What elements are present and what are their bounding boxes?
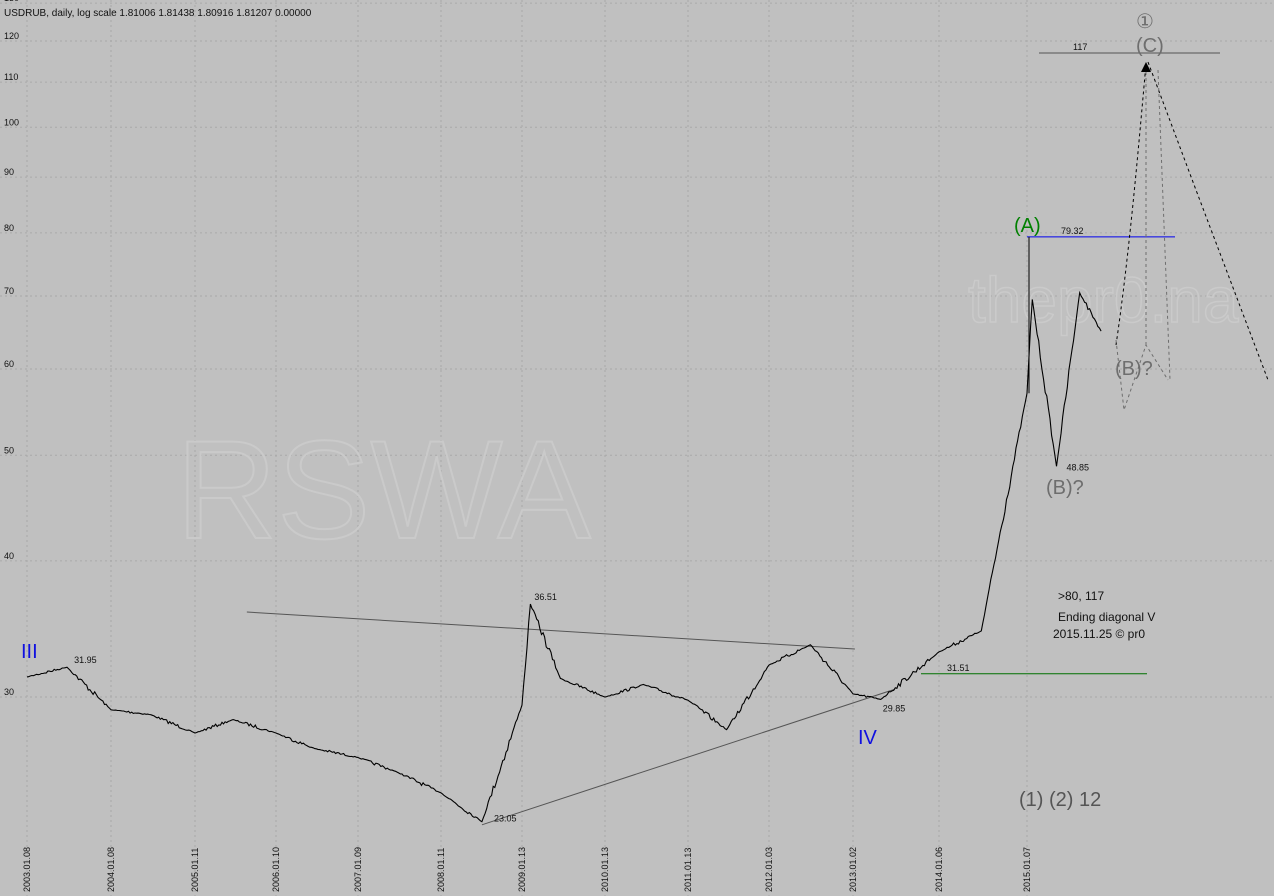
x-tick-label: 2012.01.03: [764, 847, 774, 892]
arrowhead-up: [1141, 62, 1151, 72]
trendlines: [246, 611, 896, 826]
wave-projections: [1115, 61, 1269, 411]
x-tick-label: 2006.01.10: [271, 847, 281, 892]
wave-label-a: (A): [1014, 215, 1041, 237]
point-label: 29.85: [883, 703, 906, 713]
y-tick-label: 130: [4, 0, 19, 3]
y-tick-label: 120: [4, 31, 19, 41]
y-tick-label: 110: [4, 72, 18, 82]
x-tick-label: 2015.01.07: [1022, 847, 1032, 892]
price-line: [26, 290, 1102, 823]
x-tick-label: 2010.01.13: [600, 847, 610, 892]
lower-trendline: [481, 688, 896, 826]
y-tick-label: 60: [4, 359, 14, 369]
watermark-rswa: RSWA: [176, 411, 591, 568]
wave-label-b-low: (B)?: [1046, 477, 1084, 499]
x-axis-ticks: 2003.01.08 2004.01.08 2005.01.11 2006.01.10…: [22, 847, 1032, 892]
y-tick-label: 100: [4, 117, 19, 127]
x-tick-label: 2004.01.08: [106, 847, 116, 892]
point-label: 48.85: [1066, 462, 1089, 472]
note-targets: >80, 117: [1058, 589, 1104, 603]
y-tick-label: 40: [4, 551, 14, 561]
wave-label-c: (C): [1136, 35, 1164, 57]
watermark-thepr0: thepr0.na: [968, 264, 1239, 336]
projection-up-black: [1115, 63, 1147, 346]
x-tick-label: 2014.01.06: [934, 847, 944, 892]
y-tick-label: 70: [4, 286, 14, 296]
level-label: 31.51: [947, 663, 970, 673]
y-tick-label: 30: [4, 687, 14, 697]
note-date: 2015.11.25 © pr0: [1053, 627, 1145, 641]
chart-title: USDRUB, daily, log scale 1.81006 1.81438…: [4, 8, 312, 19]
point-label: 36.51: [534, 592, 557, 602]
wave-label-iv: IV: [858, 727, 878, 749]
projection-down-black: [1147, 61, 1269, 381]
y-tick-label: 80: [4, 223, 14, 233]
note-pattern: Ending diagonal V: [1058, 610, 1155, 624]
x-tick-label: 2009.01.13: [517, 847, 527, 892]
y-tick-label: 50: [4, 445, 14, 455]
y-axis-ticks: 30 40 50 60 70 80 90 100 110 120 130: [4, 0, 19, 697]
upper-trendline: [246, 611, 855, 650]
projection-gray-down: [1157, 69, 1171, 381]
wave-label-iii: III: [21, 641, 38, 663]
point-label: 31.95: [74, 655, 97, 665]
x-tick-label: 2011.01.13: [683, 848, 693, 892]
x-tick-label: 2007.01.09: [353, 847, 363, 892]
projection-alt-gray: [1115, 339, 1169, 411]
level-label: 117: [1073, 42, 1087, 52]
price-levels: 117 79.32 31.51: [921, 42, 1220, 675]
x-tick-label: 2003.01.08: [22, 847, 32, 892]
x-tick-label: 2008.01.11: [436, 848, 446, 892]
level-label: 79.32: [1061, 226, 1084, 236]
x-tick-label: 2013.01.02: [848, 847, 858, 892]
y-tick-label: 90: [4, 167, 14, 177]
point-labels: 31.95 36.51 23.05 29.85 48.85: [74, 462, 1089, 823]
wave-label-b-alt: (B)?: [1115, 358, 1153, 380]
point-label: 23.05: [494, 814, 517, 824]
wave-label-bottom: (1) (2) 12: [1019, 789, 1101, 811]
x-tick-label: 2005.01.11: [190, 848, 200, 892]
wave-label-circle-1: ①: [1136, 11, 1154, 33]
